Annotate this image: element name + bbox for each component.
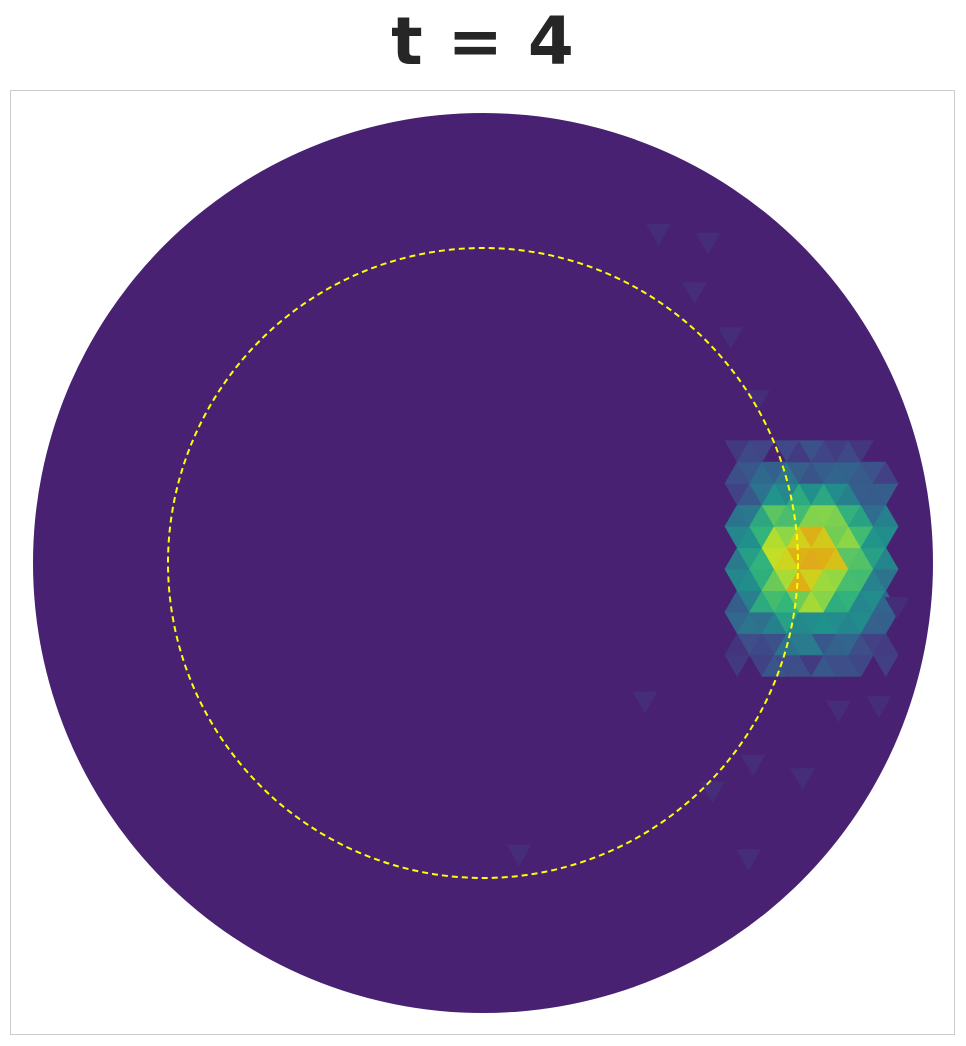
mesh-triangle xyxy=(872,547,899,570)
mesh-triangle xyxy=(745,390,770,412)
chart-title: t = 4 xyxy=(391,3,575,80)
reference-circle xyxy=(167,247,799,879)
mesh-triangle xyxy=(749,440,775,463)
mesh-triangle xyxy=(700,781,725,804)
mesh-triangle xyxy=(866,696,892,718)
mesh-triangle xyxy=(872,504,899,527)
mesh-triangle xyxy=(872,461,899,484)
mesh-triangle xyxy=(740,754,766,777)
mesh-triangles xyxy=(506,223,910,871)
mesh-triangle xyxy=(695,232,721,255)
mesh-triangle xyxy=(848,440,874,463)
mesh-triangle xyxy=(506,844,532,867)
mesh-triangle xyxy=(646,223,671,246)
mesh-triangle xyxy=(884,597,910,619)
mesh-triangle xyxy=(826,700,851,723)
mesh-triangle xyxy=(872,632,899,656)
heatmap-plot xyxy=(33,113,933,1013)
mesh-triangle xyxy=(682,282,707,304)
mesh-triangle xyxy=(790,768,815,790)
mesh-triangle xyxy=(736,849,761,871)
mesh-triangle xyxy=(632,691,658,714)
mesh-triangle xyxy=(718,327,743,349)
